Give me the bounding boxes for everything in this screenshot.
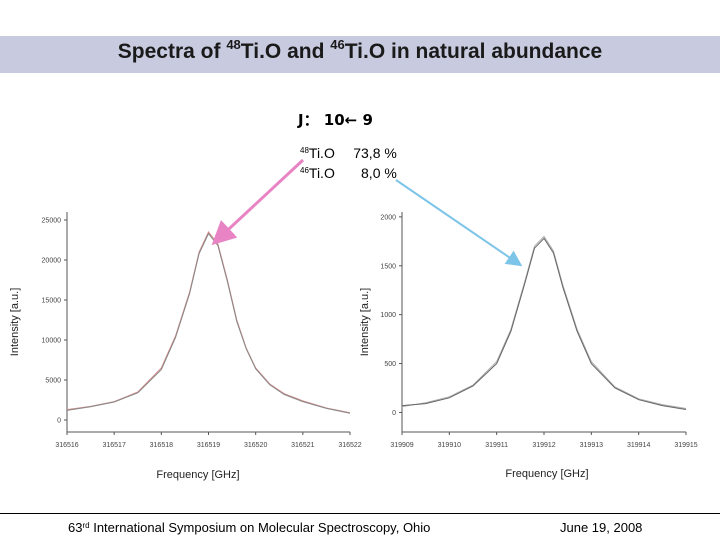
- abundance-46tio: 46Ti.O 8,0 %: [300, 165, 397, 181]
- arrow-to-46tio-peak: [395, 179, 523, 267]
- y-tick-label: 15000: [42, 298, 62, 305]
- y-axis-label: Intensity [a.u.]: [359, 288, 371, 356]
- y-tick-label: 25000: [42, 218, 62, 225]
- x-tick-label: 316518: [150, 442, 173, 449]
- y-tick-label: 10000: [42, 338, 62, 345]
- abundance-48tio: 48Ti.O 73,8 %: [300, 145, 397, 161]
- y-tick-label: 1000: [380, 312, 396, 319]
- footer-conference: 63rd International Symposium on Molecula…: [68, 520, 431, 535]
- spectrum-line-1: [401, 237, 687, 410]
- x-tick-label: 316516: [55, 442, 78, 449]
- x-tick-label: 319910: [438, 442, 461, 449]
- title-bar: [0, 36, 720, 73]
- spectrum-line-1: [66, 232, 351, 414]
- x-tick-label: 319913: [580, 442, 603, 449]
- x-tick-label: 316522: [338, 442, 361, 449]
- footer-date: June 19, 2008: [560, 520, 643, 535]
- y-tick-label: 2000: [380, 214, 396, 221]
- x-axis-label: Frequency [GHz]: [505, 468, 588, 480]
- y-tick-label: 500: [384, 361, 396, 368]
- spectrum-line-0: [401, 235, 687, 409]
- y-axis-label: Intensity [a.u.]: [9, 288, 21, 356]
- x-tick-label: 319911: [485, 442, 508, 449]
- y-tick-label: 0: [57, 418, 61, 425]
- x-tick-label: 319915: [674, 442, 697, 449]
- y-tick-label: 20000: [42, 258, 62, 265]
- x-axis-label: Frequency [GHz]: [156, 469, 239, 481]
- x-tick-label: 319914: [627, 442, 650, 449]
- arrow-to-48tio-peak: [211, 158, 305, 246]
- chart-46tio: 0 500 1000 1500 2000 319909 319910 319911 319912…: [359, 212, 698, 480]
- x-tick-label: 319909: [390, 442, 413, 449]
- y-tick-label: 5000: [45, 378, 61, 385]
- spectrum-line-0: [66, 231, 351, 414]
- x-tick-label: 316520: [244, 442, 267, 449]
- slide-title: Spectra of 48Ti.O and 46Ti.O in natural …: [117, 37, 603, 63]
- x-tick-label: 316517: [102, 442, 125, 449]
- x-tick-label: 316519: [197, 442, 220, 449]
- chart-48tio: 0 5000 10000 15000 20000 25000 316516 316517 316…: [9, 212, 362, 481]
- x-tick-label: 316521: [291, 442, 314, 449]
- y-tick-label: 1500: [380, 263, 396, 270]
- transition-label: J： 10← 9: [298, 111, 373, 129]
- y-tick-label: 0: [392, 410, 396, 417]
- footer-divider: [0, 513, 720, 514]
- x-tick-label: 319912: [532, 442, 555, 449]
